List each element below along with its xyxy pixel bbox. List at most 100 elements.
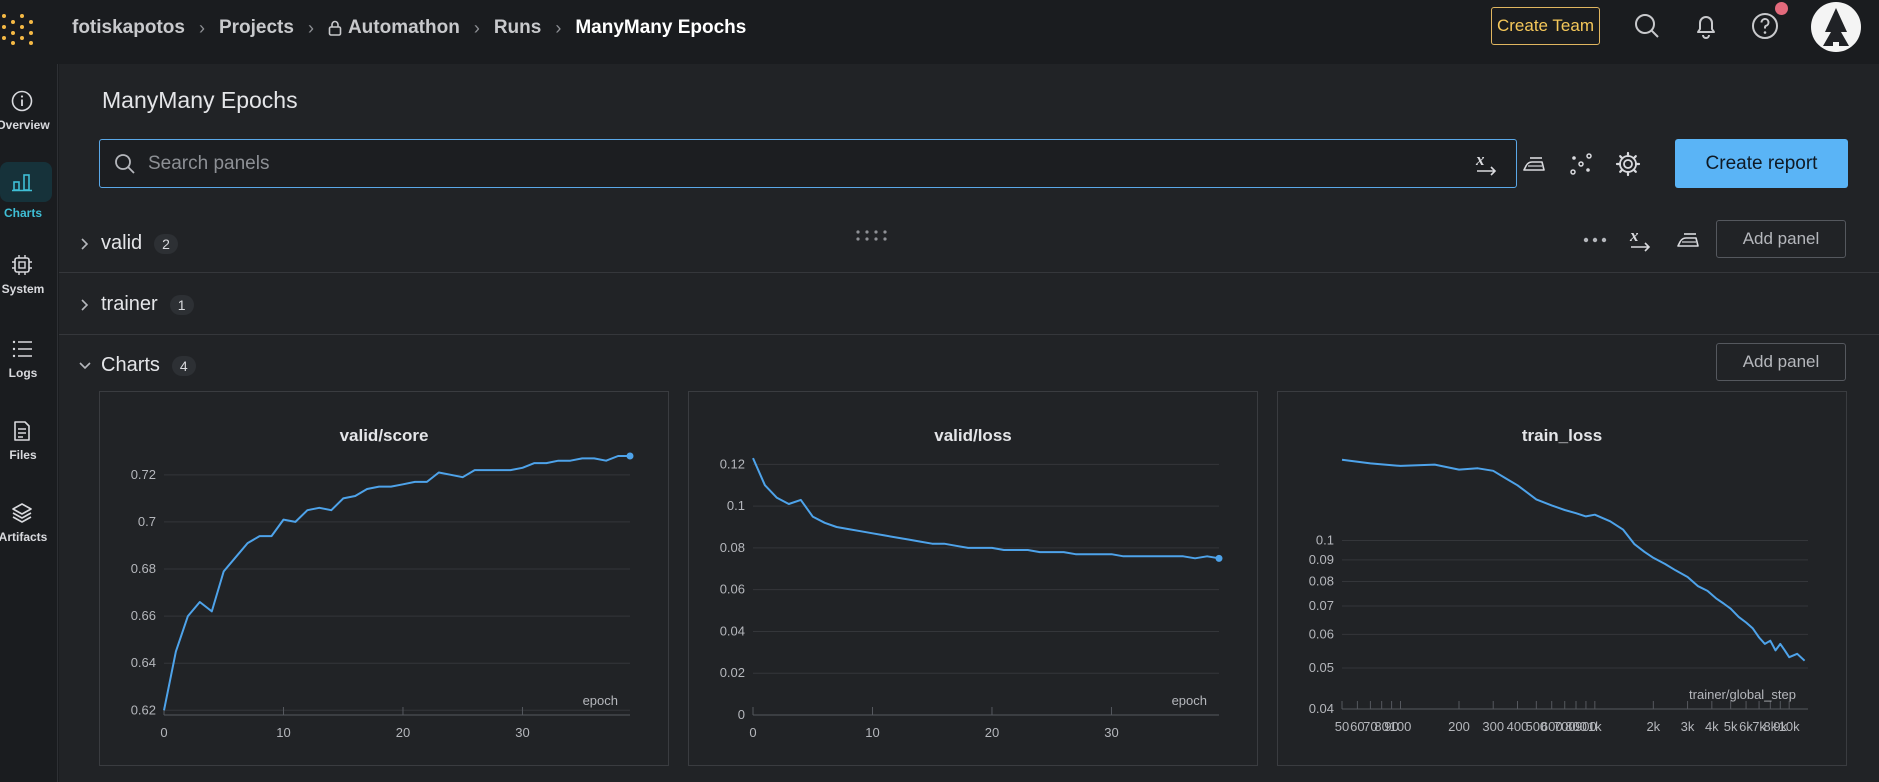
sidebar-item-logs[interactable]: Logs	[0, 332, 52, 392]
chart-title: valid/loss	[934, 426, 1012, 445]
avatar[interactable]	[1811, 2, 1861, 52]
chart-valid-score: 0.62 0.64 0.66 0.68 0.7 0.72 0 10 20 30 epoch	[131, 452, 634, 740]
smoothing-icon[interactable]	[1520, 150, 1548, 178]
add-panel-button[interactable]: Add panel	[1716, 343, 1846, 381]
y-tick-label: 0.12	[720, 456, 745, 471]
breadcrumb: fotiskapotos › Projects › Automathon › R…	[72, 16, 746, 40]
y-tick-label: 0.1	[1316, 532, 1334, 547]
section-header-charts[interactable]: Charts 4	[77, 354, 196, 377]
sidebar: Overview Charts System Logs Files Artifa…	[0, 64, 58, 782]
notification-dot	[1775, 2, 1788, 15]
x-axis-label: epoch	[583, 693, 618, 708]
section-charts: Charts 4 Add panel	[59, 336, 1879, 782]
sidebar-item-label: Logs	[8, 366, 38, 380]
chevron-right-icon	[81, 298, 89, 311]
breadcrumb-user[interactable]: fotiskapotos	[72, 17, 185, 38]
x-axis-label: epoch	[1172, 693, 1207, 708]
smoothing-icon[interactable]	[1674, 226, 1702, 254]
chart-panel-train-loss[interactable]: train_loss 0.04 0.05 0.06 0.07 0.08 0.09 0.1 50…	[1277, 391, 1847, 766]
y-tick-label: 0.06	[720, 582, 745, 597]
section-header-valid[interactable]: valid 2	[77, 232, 178, 255]
series-line	[163, 455, 630, 711]
search-input[interactable]	[148, 140, 1448, 187]
x-tick-label: 500	[1525, 719, 1547, 734]
file-icon	[14, 421, 30, 441]
drag-handle-icon[interactable]	[855, 229, 889, 243]
chart-valid-loss: 0 0.02 0.04 0.06 0.08 0.1 0.12 0 10 20 30 epoch	[720, 456, 1223, 740]
x-tick-label: 600	[1541, 719, 1563, 734]
breadcrumb-projects[interactable]: Projects	[218, 17, 294, 38]
sidebar-item-label: Files	[9, 448, 37, 462]
layers-icon	[12, 503, 32, 523]
top-bar: fotiskapotos › Projects › Automathon › R…	[0, 0, 1879, 64]
chart-title: train_loss	[1521, 426, 1603, 445]
series-line	[1341, 458, 1806, 662]
panel-count-badge: 4	[171, 355, 196, 376]
y-tick-label: 0.08	[1309, 574, 1334, 589]
x-tick-label: 0	[749, 725, 756, 740]
page-title: ManyMany Epochs	[102, 87, 298, 113]
panel-count-badge: 2	[154, 233, 178, 254]
more-options-icon[interactable]	[1582, 233, 1608, 247]
x-tick-label: 7k	[1752, 719, 1766, 734]
y-tick-label: 0.62	[131, 702, 156, 717]
bell-icon[interactable]	[1692, 12, 1720, 40]
breadcrumb-runs[interactable]: Runs	[493, 17, 542, 38]
gear-icon[interactable]	[1614, 150, 1642, 178]
sidebar-item-artifacts[interactable]: Artifacts	[0, 496, 52, 556]
y-tick-label: 0.64	[131, 655, 156, 670]
wandb-logo-icon[interactable]	[2, 12, 36, 46]
x-tick-label: 10	[276, 725, 290, 740]
x-tick-label: 4k	[1705, 719, 1719, 734]
y-tick-label: 0.06	[1309, 626, 1334, 641]
create-report-button[interactable]: Create report	[1675, 139, 1848, 188]
x-tick-label: 700	[1554, 719, 1576, 734]
y-tick-label: 0.07	[1309, 598, 1334, 613]
x-tick-label: 70	[1363, 719, 1377, 734]
sidebar-item-label: Overview	[0, 118, 50, 132]
create-team-button[interactable]: Create Team	[1491, 7, 1600, 45]
x-tick-label: 30	[515, 725, 529, 740]
sidebar-item-files[interactable]: Files	[0, 414, 52, 474]
bar-chart-icon	[12, 174, 32, 192]
x-axis-icon[interactable]: x	[1473, 150, 1501, 178]
sidebar-item-charts[interactable]: Charts	[0, 162, 52, 222]
x-tick-label: 50	[1335, 719, 1349, 734]
search-icon[interactable]	[1633, 12, 1661, 40]
y-tick-label: 0.72	[131, 467, 156, 482]
x-tick-label: 300	[1482, 719, 1504, 734]
search-icon	[115, 154, 135, 174]
last-point-marker	[626, 452, 634, 460]
info-icon	[11, 90, 33, 112]
x-tick-label: 100	[1390, 719, 1412, 734]
section-trainer: trainer 1	[59, 274, 1879, 335]
chart-panel-valid-loss[interactable]: valid/loss 0 0.02 0.04 0.06 0.08 0.1 0.12 0 10 20…	[688, 391, 1258, 766]
y-tick-label: 0	[738, 707, 745, 722]
y-tick-label: 0.68	[131, 561, 156, 576]
x-tick-label: 20	[985, 725, 999, 740]
x-tick-label: 200	[1448, 719, 1470, 734]
x-tick-label: 8k	[1763, 719, 1777, 734]
help-icon[interactable]	[1751, 12, 1779, 40]
chevron-right-icon: ›	[555, 17, 562, 38]
x-tick-label: 9k	[1773, 719, 1787, 734]
chart-title: valid/score	[339, 426, 429, 445]
sidebar-item-overview[interactable]: Overview	[0, 84, 52, 144]
outliers-icon[interactable]	[1567, 150, 1595, 178]
y-tick-label: 0.02	[720, 665, 745, 680]
list-icon	[12, 340, 32, 358]
breadcrumb-run[interactable]: ManyMany Epochs	[575, 17, 747, 38]
breadcrumb-project[interactable]: Automathon	[347, 17, 460, 38]
section-header-trainer[interactable]: trainer 1	[77, 293, 194, 316]
sidebar-item-label: Artifacts	[0, 530, 48, 544]
search-panels-field[interactable]	[99, 139, 1517, 188]
x-axis-icon[interactable]: x	[1627, 226, 1655, 254]
x-tick-label: 90	[1384, 719, 1398, 734]
chart-panel-valid-score[interactable]: valid/score 0.62 0.64 0.66 0.68 0.7 0.72 0 10 20…	[99, 391, 669, 766]
x-tick-label: 20	[396, 725, 410, 740]
sidebar-item-system[interactable]: System	[0, 248, 52, 308]
series-line	[752, 457, 1220, 560]
x-tick-label: 10k	[1779, 719, 1800, 734]
add-panel-button[interactable]: Add panel	[1716, 220, 1846, 258]
x-tick-label: 900	[1575, 719, 1597, 734]
